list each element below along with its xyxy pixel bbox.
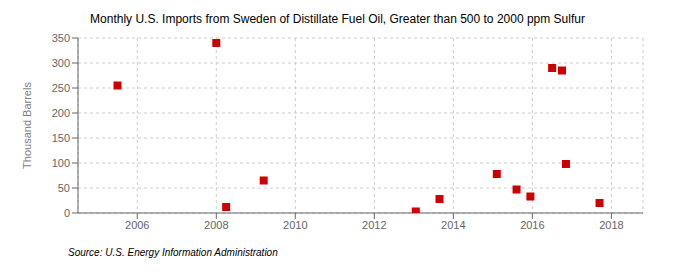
svg-text:300: 300 xyxy=(52,57,70,69)
svg-text:2016: 2016 xyxy=(520,219,544,231)
svg-text:Thousand Barrels: Thousand Barrels xyxy=(21,82,33,169)
svg-text:0: 0 xyxy=(64,207,70,219)
svg-text:2012: 2012 xyxy=(362,219,386,231)
html-text:Source: U.S. Energy Informatio: Source: U.S. Energy Information Administ… xyxy=(68,247,278,258)
svg-text:2014: 2014 xyxy=(441,219,465,231)
svg-text:2008: 2008 xyxy=(204,219,228,231)
svg-text:50: 50 xyxy=(58,182,70,194)
svg-text:100: 100 xyxy=(52,157,70,169)
svg-text:200: 200 xyxy=(52,107,70,119)
svg-text:2010: 2010 xyxy=(283,219,307,231)
svg-text:2018: 2018 xyxy=(599,219,623,231)
html-text:Monthly U.S. Imports from Swed: Monthly U.S. Imports from Sweden of Dist… xyxy=(90,12,585,26)
svg-text:150: 150 xyxy=(52,132,70,144)
svg-text:250: 250 xyxy=(52,82,70,94)
svg-text:2006: 2006 xyxy=(125,219,149,231)
svg-text:350: 350 xyxy=(52,32,70,44)
